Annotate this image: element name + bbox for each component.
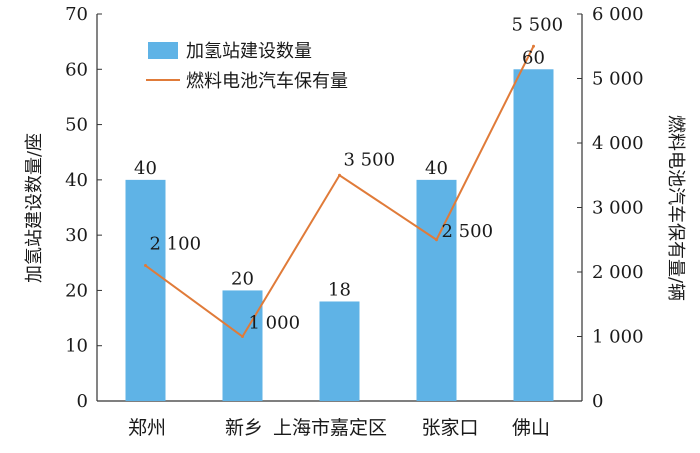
line-value-label: 2 100 [150,234,202,255]
y-axis-right-title: 燃料电池汽车保有量/辆 [665,115,686,301]
y-right-tick-label: 1 000 [592,327,644,348]
y-left-tick-label: 40 [65,170,88,191]
bar-value-label: 60 [522,47,545,68]
bar-value-label: 40 [425,158,448,179]
line-value-label: 3 500 [344,149,396,170]
y-left-tick-label: 20 [65,280,88,301]
axes: 0 10 20 30 40 50 60 70 0 1 000 2 000 3 000 4 000 5 00… [65,4,643,439]
bar [222,290,263,401]
x-tick-label: 张家口 [421,417,478,439]
y-right-tick-label: 5 000 [592,69,644,90]
y-right-tick-label: 2 000 [592,262,644,283]
line-value-label: 5 500 [512,14,564,35]
legend-swatch-bar [148,42,178,59]
y-right-tick-label: 3 000 [592,198,644,219]
legend: 加氢站建设数量 燃料电池汽车保有量 [146,41,348,92]
legend-label-bar: 加氢站建设数量 [186,41,312,62]
y-left-tick-label: 60 [65,59,88,80]
line-point [338,173,341,177]
bar-value-label: 40 [134,158,157,179]
bar [416,179,457,401]
y-right-tick-label: 4 000 [592,133,644,154]
line-point [144,264,147,268]
line-point [241,335,244,338]
bar [513,69,554,402]
line-value-label: 1 000 [249,313,301,334]
line-value-label: 2 500 [442,221,494,242]
y-left-tick-label: 0 [77,391,88,412]
bar [125,179,166,401]
x-tick-label: 郑州 [128,417,166,439]
bar-series [125,69,554,402]
line-point [532,44,535,48]
bar-value-label: 18 [328,279,351,300]
x-tick-label: 上海市嘉定区 [273,417,387,439]
bar-value-label: 20 [231,268,254,289]
x-tick-label: 新乡 [225,417,263,439]
y-left-tick-label: 50 [65,115,88,136]
bar [319,301,360,401]
y-right-tick-label: 6 000 [592,4,644,25]
y-left-tick-label: 10 [65,336,88,357]
line-series [144,44,535,338]
y-right-tick-label: 0 [592,391,603,412]
y-left-tick-label: 70 [65,4,88,25]
x-tick-label: 佛山 [512,417,550,439]
legend-label-line: 燃料电池汽车保有量 [186,71,348,92]
y-axis-left-title: 加氢站建设数量/座 [24,133,45,283]
data-labels: 40 20 18 40 60 2 100 1 000 3 500 2 500 5 500 [134,14,563,333]
line-point [435,238,438,242]
y-left-tick-label: 30 [65,225,88,246]
